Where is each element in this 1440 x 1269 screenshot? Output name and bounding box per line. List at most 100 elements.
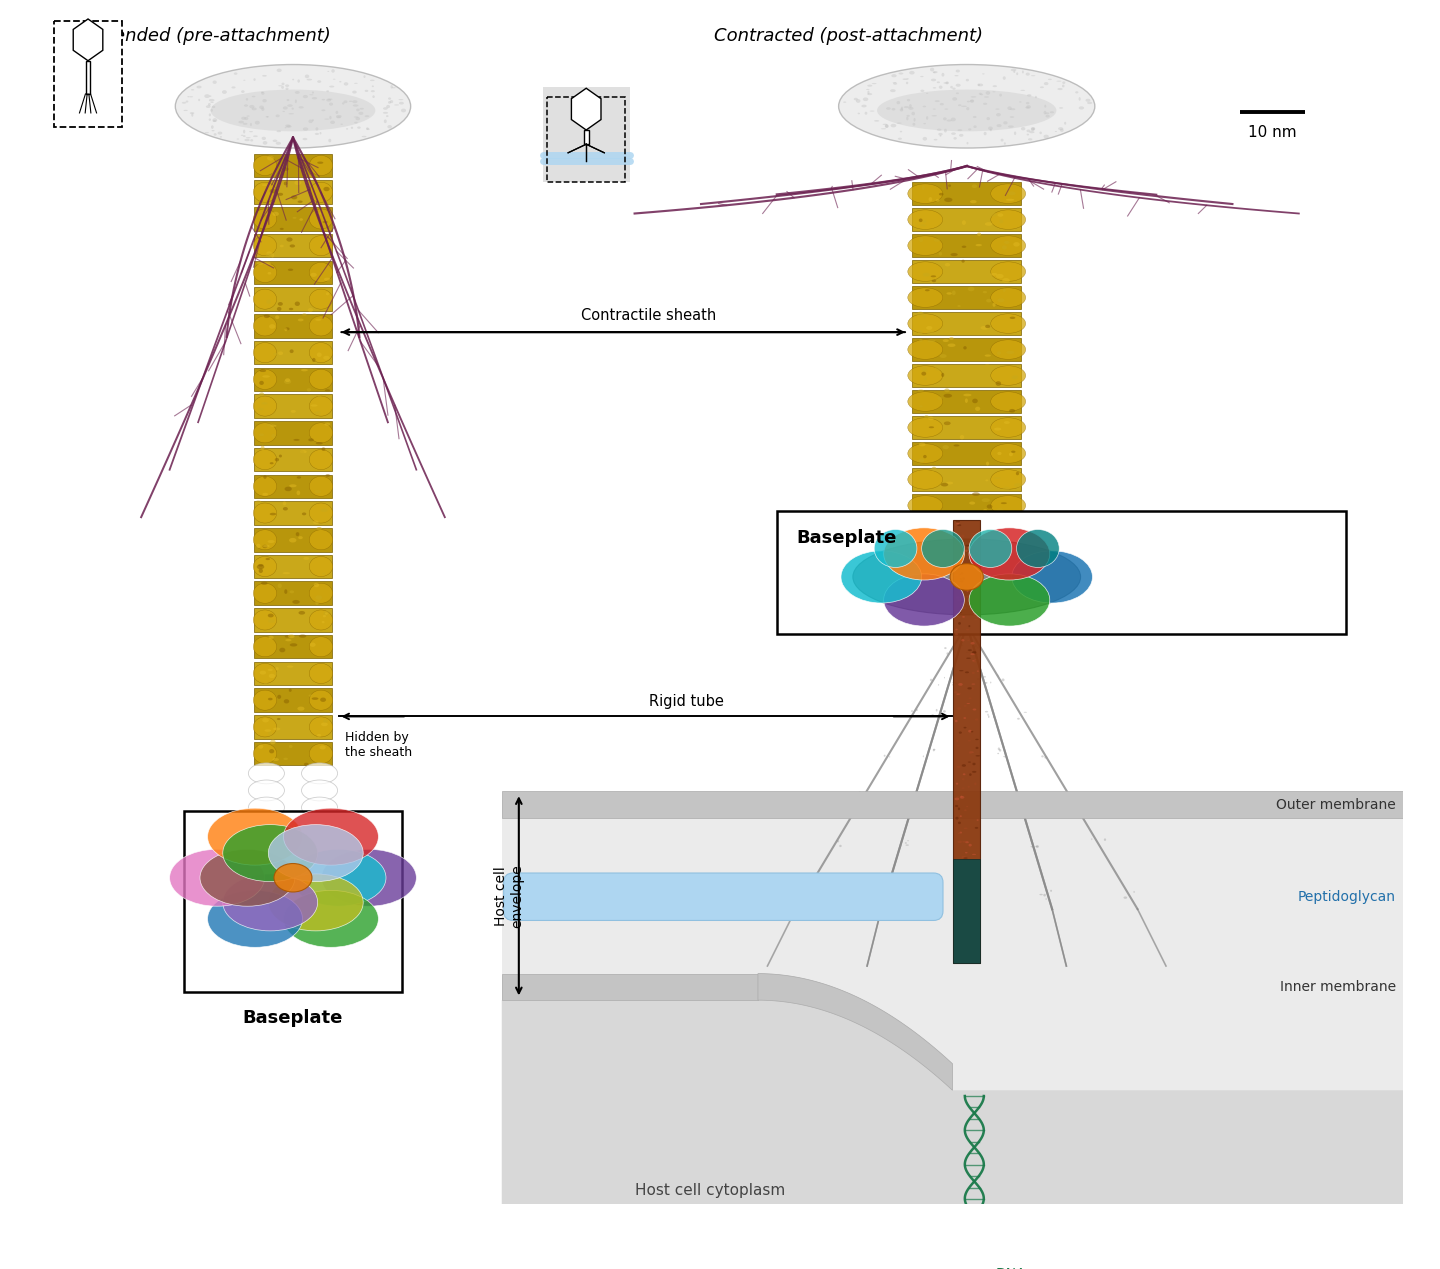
Ellipse shape [923, 454, 927, 458]
Ellipse shape [314, 359, 317, 362]
Ellipse shape [323, 221, 328, 223]
Ellipse shape [909, 71, 914, 75]
Ellipse shape [971, 642, 975, 645]
Ellipse shape [207, 103, 210, 105]
Ellipse shape [975, 406, 981, 411]
Ellipse shape [907, 418, 943, 438]
Ellipse shape [900, 131, 903, 132]
Ellipse shape [285, 449, 289, 454]
Ellipse shape [1058, 107, 1063, 109]
Ellipse shape [960, 645, 963, 646]
Ellipse shape [255, 500, 261, 504]
Ellipse shape [937, 128, 942, 131]
Ellipse shape [261, 91, 265, 95]
Ellipse shape [958, 104, 962, 107]
Ellipse shape [976, 820, 979, 821]
Bar [253, 661, 331, 685]
Ellipse shape [294, 439, 300, 440]
Ellipse shape [864, 112, 867, 114]
Ellipse shape [985, 354, 991, 357]
Ellipse shape [991, 236, 1025, 255]
Ellipse shape [243, 123, 248, 124]
Ellipse shape [262, 75, 266, 76]
Ellipse shape [330, 85, 334, 88]
Ellipse shape [943, 82, 949, 84]
Ellipse shape [959, 434, 962, 438]
Ellipse shape [253, 476, 276, 496]
Ellipse shape [969, 501, 975, 505]
Ellipse shape [1008, 126, 1014, 128]
Ellipse shape [863, 98, 868, 102]
Ellipse shape [943, 711, 946, 712]
Ellipse shape [317, 527, 323, 530]
Ellipse shape [265, 730, 271, 732]
Ellipse shape [989, 129, 992, 131]
Ellipse shape [1063, 81, 1066, 84]
Ellipse shape [298, 610, 305, 614]
Ellipse shape [1048, 515, 1084, 538]
Polygon shape [757, 973, 952, 1090]
Ellipse shape [985, 364, 991, 367]
Ellipse shape [1002, 487, 1009, 490]
Ellipse shape [289, 349, 294, 353]
Ellipse shape [259, 369, 266, 372]
Ellipse shape [985, 222, 992, 226]
Ellipse shape [1021, 127, 1025, 131]
Ellipse shape [1123, 896, 1128, 898]
Ellipse shape [991, 340, 1025, 359]
Ellipse shape [991, 444, 1025, 463]
Ellipse shape [904, 107, 909, 108]
Ellipse shape [841, 551, 922, 603]
Ellipse shape [261, 402, 268, 405]
Ellipse shape [901, 107, 903, 110]
Ellipse shape [968, 904, 971, 905]
Ellipse shape [986, 505, 992, 509]
Ellipse shape [308, 438, 314, 442]
Ellipse shape [991, 184, 1025, 203]
Ellipse shape [344, 82, 348, 85]
Ellipse shape [1017, 72, 1018, 75]
Ellipse shape [969, 650, 971, 652]
Bar [253, 742, 331, 765]
Ellipse shape [975, 935, 976, 938]
Ellipse shape [266, 254, 272, 258]
Ellipse shape [364, 90, 369, 93]
Ellipse shape [926, 117, 929, 119]
Ellipse shape [315, 442, 323, 444]
Ellipse shape [985, 325, 991, 329]
Ellipse shape [301, 797, 337, 819]
Ellipse shape [327, 99, 331, 102]
Ellipse shape [998, 747, 999, 750]
Ellipse shape [966, 657, 971, 659]
Ellipse shape [253, 396, 276, 416]
Ellipse shape [959, 868, 963, 869]
Ellipse shape [884, 528, 965, 580]
Ellipse shape [907, 470, 943, 490]
Ellipse shape [256, 261, 264, 265]
Ellipse shape [259, 434, 264, 437]
Ellipse shape [986, 298, 992, 302]
Ellipse shape [1014, 132, 1017, 135]
Ellipse shape [973, 536, 978, 537]
Ellipse shape [978, 232, 981, 236]
Ellipse shape [1048, 79, 1051, 80]
Ellipse shape [945, 388, 949, 392]
Bar [912, 312, 1021, 335]
Ellipse shape [907, 392, 943, 411]
Ellipse shape [958, 129, 962, 131]
Ellipse shape [907, 797, 910, 799]
Ellipse shape [348, 100, 353, 102]
Ellipse shape [317, 80, 321, 82]
Ellipse shape [966, 79, 969, 81]
Ellipse shape [310, 396, 333, 416]
Ellipse shape [955, 817, 959, 820]
Ellipse shape [310, 717, 333, 737]
Ellipse shape [907, 340, 943, 359]
Ellipse shape [929, 426, 935, 428]
Ellipse shape [310, 584, 333, 603]
Ellipse shape [959, 731, 962, 733]
Ellipse shape [946, 81, 949, 84]
Ellipse shape [963, 773, 965, 775]
Ellipse shape [190, 112, 194, 114]
Ellipse shape [932, 714, 935, 716]
